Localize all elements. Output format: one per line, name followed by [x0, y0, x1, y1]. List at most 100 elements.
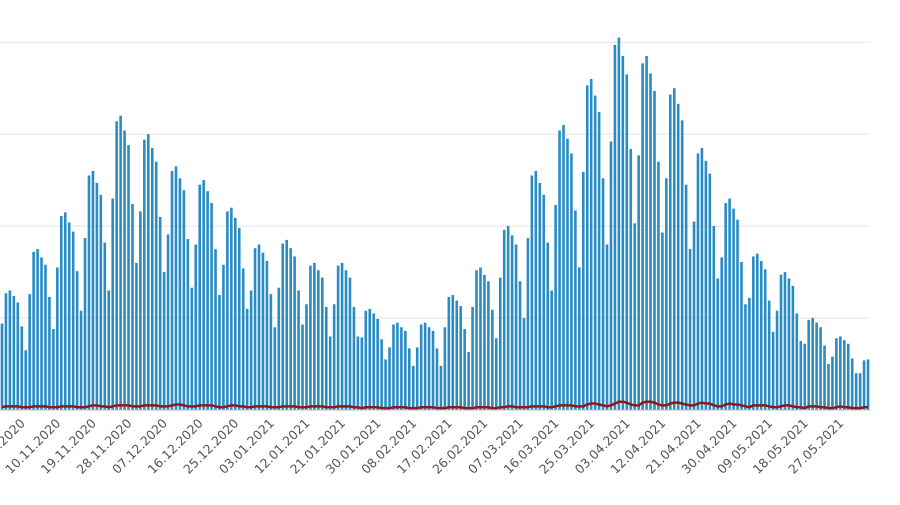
bar	[257, 244, 261, 410]
bar	[99, 194, 103, 410]
bar	[20, 326, 24, 410]
bar	[704, 160, 708, 410]
bar	[0, 323, 4, 410]
bar	[661, 232, 664, 410]
bar	[301, 324, 304, 410]
bar	[8, 290, 12, 410]
bar	[427, 327, 431, 410]
bar	[471, 307, 474, 410]
bar	[668, 94, 672, 411]
bar	[803, 343, 807, 410]
bar	[475, 270, 478, 410]
bar	[182, 190, 186, 410]
bar	[178, 178, 182, 410]
bar	[87, 175, 91, 410]
bar	[56, 267, 59, 410]
bar	[392, 324, 395, 410]
bar	[198, 184, 202, 410]
bar	[194, 244, 198, 410]
bar	[407, 348, 411, 410]
bar	[574, 210, 577, 410]
bar	[317, 270, 320, 410]
bar	[779, 274, 783, 410]
bar	[578, 267, 581, 410]
bar	[684, 184, 688, 410]
bar	[150, 147, 154, 410]
bar	[324, 307, 328, 410]
bar	[842, 340, 846, 410]
bar	[404, 330, 407, 410]
bar	[36, 249, 39, 410]
bar	[526, 238, 530, 410]
bar	[119, 115, 122, 410]
bar	[131, 204, 134, 410]
bar	[332, 304, 336, 410]
bar	[601, 178, 605, 410]
bar	[170, 170, 174, 410]
bar	[866, 359, 870, 410]
bar	[158, 216, 162, 410]
bar	[775, 310, 779, 410]
bar	[40, 257, 43, 410]
bar	[799, 341, 803, 410]
line	[1, 400, 869, 410]
bar	[4, 293, 8, 410]
bar	[230, 207, 233, 410]
bar	[771, 331, 775, 410]
bar	[680, 120, 684, 410]
bar	[542, 194, 546, 410]
bar	[676, 103, 680, 411]
bar	[443, 327, 447, 410]
bar	[530, 175, 534, 410]
bar	[672, 88, 676, 411]
bar	[514, 244, 518, 410]
bar	[226, 211, 229, 410]
bar	[858, 373, 862, 410]
bar	[752, 256, 755, 410]
bar	[467, 352, 470, 410]
bar	[510, 235, 514, 410]
bar	[819, 327, 822, 410]
bar	[791, 285, 795, 410]
bar	[67, 222, 71, 410]
bar	[439, 365, 443, 410]
bar	[653, 90, 656, 411]
bar	[641, 63, 644, 410]
bar	[558, 130, 561, 410]
bar	[625, 74, 629, 410]
bar	[712, 226, 716, 410]
bar	[522, 318, 526, 410]
bar	[629, 148, 633, 411]
bar	[16, 302, 20, 410]
bar	[214, 249, 217, 410]
bar	[348, 277, 352, 410]
bar	[479, 267, 482, 410]
bar	[491, 309, 494, 410]
bar	[44, 264, 47, 410]
bar	[823, 345, 826, 410]
bar	[269, 294, 273, 410]
bar	[166, 234, 170, 410]
bar	[665, 178, 668, 410]
bar	[396, 322, 399, 410]
bar	[463, 329, 466, 410]
bar	[763, 269, 767, 410]
bar	[605, 244, 609, 410]
bar	[162, 272, 166, 410]
bar	[534, 170, 538, 410]
bar	[815, 322, 818, 410]
bar	[692, 221, 696, 410]
bar	[716, 278, 720, 410]
bar	[807, 319, 811, 410]
bar	[657, 161, 660, 410]
bar	[344, 270, 348, 410]
bar	[720, 257, 724, 410]
bar	[277, 287, 281, 410]
bar	[237, 227, 241, 410]
bar	[91, 170, 95, 410]
bar	[336, 265, 340, 410]
bar	[265, 261, 269, 410]
bar	[455, 300, 459, 410]
bar	[435, 348, 439, 410]
bar	[759, 261, 763, 410]
